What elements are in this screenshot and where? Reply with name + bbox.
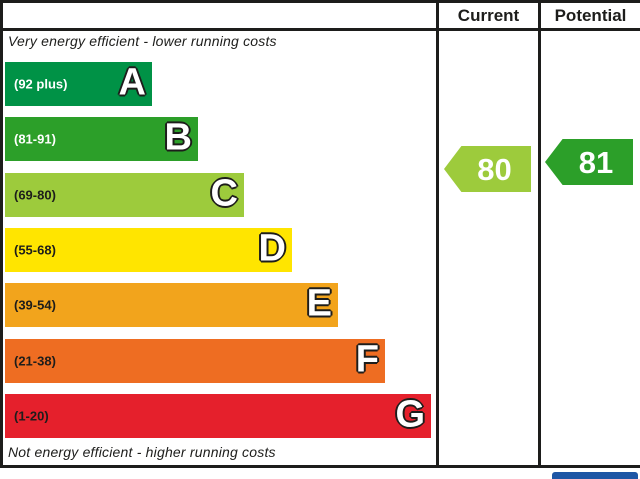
potential-rating-arrow: 81 (545, 139, 633, 185)
band-row-F: (21-38) F (5, 339, 385, 383)
caption-very-efficient: Very energy efficient - lower running co… (8, 33, 277, 49)
current-column-divider (436, 0, 439, 468)
band-range: (21-38) (14, 353, 56, 369)
band-range: (55-68) (14, 242, 56, 258)
band-letter: B (164, 116, 192, 159)
band-letter: E (306, 282, 332, 325)
caption-not-efficient: Not energy efficient - higher running co… (8, 444, 276, 460)
table-border-bottom (0, 465, 640, 468)
current-column-header: Current (457, 6, 520, 25)
band-letter: F (355, 338, 379, 381)
band-letter: D (258, 227, 286, 270)
band-range: (69-80) (14, 187, 56, 203)
eu-directive-box-partial (552, 472, 638, 479)
table-border-left (0, 0, 3, 468)
band-row-A: (92 plus) A (5, 62, 152, 106)
potential-rating-value: 81 (578, 144, 614, 180)
band-range: (39-54) (14, 297, 56, 313)
current-rating-arrow: 80 (444, 146, 531, 192)
band-letter: C (210, 172, 238, 215)
band-range: (1-20) (14, 408, 49, 424)
band-letter: G (395, 393, 425, 436)
band-row-G: (1-20) G (5, 394, 431, 438)
band-row-D: (55-68) D (5, 228, 292, 272)
table-border-top (0, 0, 640, 3)
potential-column-header: Potential (554, 6, 627, 25)
current-rating-value: 80 (477, 151, 512, 187)
band-letter: A (118, 61, 146, 104)
header-separator-line (0, 28, 640, 31)
band-range: (92 plus) (14, 76, 68, 92)
band-range: (81-91) (14, 131, 56, 147)
band-row-C: (69-80) C (5, 173, 244, 217)
band-row-E: (39-54) E (5, 283, 338, 327)
potential-column-divider (538, 0, 541, 468)
band-row-B: (81-91) B (5, 117, 198, 161)
